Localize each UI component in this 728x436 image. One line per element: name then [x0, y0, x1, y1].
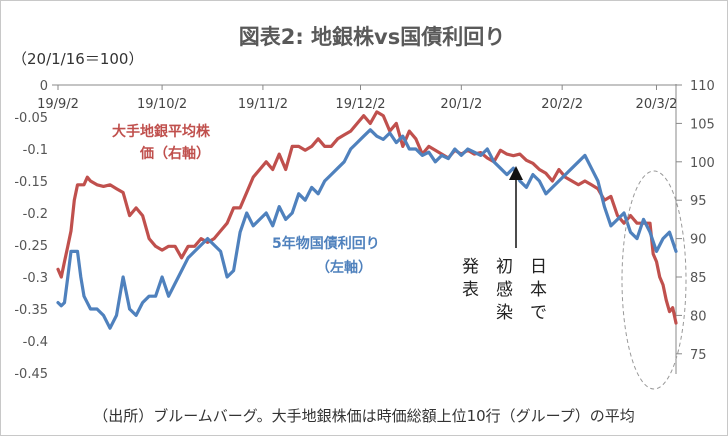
- left-tick-label: -0.35: [14, 303, 48, 318]
- blue-series-label-line1: 5年物国債利回り: [272, 235, 380, 252]
- annot-col2-char3: 染: [496, 303, 513, 323]
- left-tick-label: -0.4: [23, 335, 48, 350]
- blue-series-label-line2: （左軸）: [316, 259, 372, 276]
- annotation-text: 日 本 で 初 感 染 発 表: [462, 257, 547, 323]
- x-tick-label: 19/12/2: [335, 97, 385, 112]
- source-note: （出所）ブルームバーグ。大手地銀株価は時価総額上位10行（グループ）の平均: [93, 407, 635, 425]
- x-tick-label: 19/11/2: [238, 97, 288, 112]
- right-tick-label: 85: [690, 271, 707, 286]
- annot-col2-char2: 感: [496, 280, 513, 300]
- right-tick-label: 80: [690, 309, 707, 324]
- x-axis: 19/9/2 19/10/2 19/11/2 19/12/2 20/1/2 20/2/2 2…: [37, 84, 678, 112]
- right-tick-label: 100: [690, 156, 715, 171]
- series-labels: 大手地銀平均株 価（右軸） 5年物国債利回り （左軸）: [112, 123, 380, 276]
- left-tick-label: -0.1: [23, 143, 48, 158]
- x-tick-label: 20/2/2: [541, 97, 583, 112]
- red-series-label-line1: 大手地銀平均株: [112, 123, 211, 140]
- right-tick-label: 90: [690, 233, 707, 248]
- chart-title: 図表2: 地銀株vs国債利回り: [239, 25, 506, 49]
- right-tick-label: 95: [690, 194, 707, 209]
- unit-note: （20/1/16＝100）: [12, 50, 143, 68]
- announcement-arrow: [509, 166, 523, 248]
- right-axis: 110 105 100 95 90 85 80 75: [675, 79, 715, 374]
- right-tick-label: 105: [690, 117, 715, 132]
- annot-col1-char1: 日: [530, 257, 547, 277]
- left-tick-label: 0: [40, 79, 48, 94]
- left-tick-label: -0.25: [14, 239, 48, 254]
- annot-col1-char3: で: [530, 303, 547, 323]
- right-tick-label: 75: [690, 348, 707, 363]
- x-tick-label: 19/9/2: [37, 97, 79, 112]
- left-tick-label: -0.2: [23, 207, 48, 222]
- left-tick-label: -0.05: [14, 111, 48, 126]
- annot-col1-char2: 本: [530, 280, 547, 300]
- jgb-5y-series-line: [56, 128, 678, 330]
- x-tick-label: 20/1/2: [440, 97, 482, 112]
- left-tick-label: -0.45: [14, 367, 48, 382]
- left-axis: 0 -0.05 -0.1 -0.15 -0.2 -0.25 -0.3 -0.35 -0.4 -0.…: [14, 79, 48, 382]
- left-tick-label: -0.15: [14, 175, 48, 190]
- right-tick-label: 110: [690, 79, 715, 94]
- annot-col3-char2: 表: [462, 280, 479, 300]
- red-series-label-line2: 価（右軸）: [139, 145, 210, 162]
- annot-col3-char1: 発: [462, 257, 479, 277]
- x-tick-label: 20/3/2: [636, 97, 678, 112]
- highlight-ellipse: [621, 170, 687, 390]
- x-tick-label: 19/10/2: [137, 97, 187, 112]
- annot-col2-char1: 初: [496, 257, 513, 277]
- series-layer: [56, 110, 678, 330]
- bank-stock-series-line: [56, 110, 678, 325]
- left-tick-label: -0.3: [23, 271, 48, 286]
